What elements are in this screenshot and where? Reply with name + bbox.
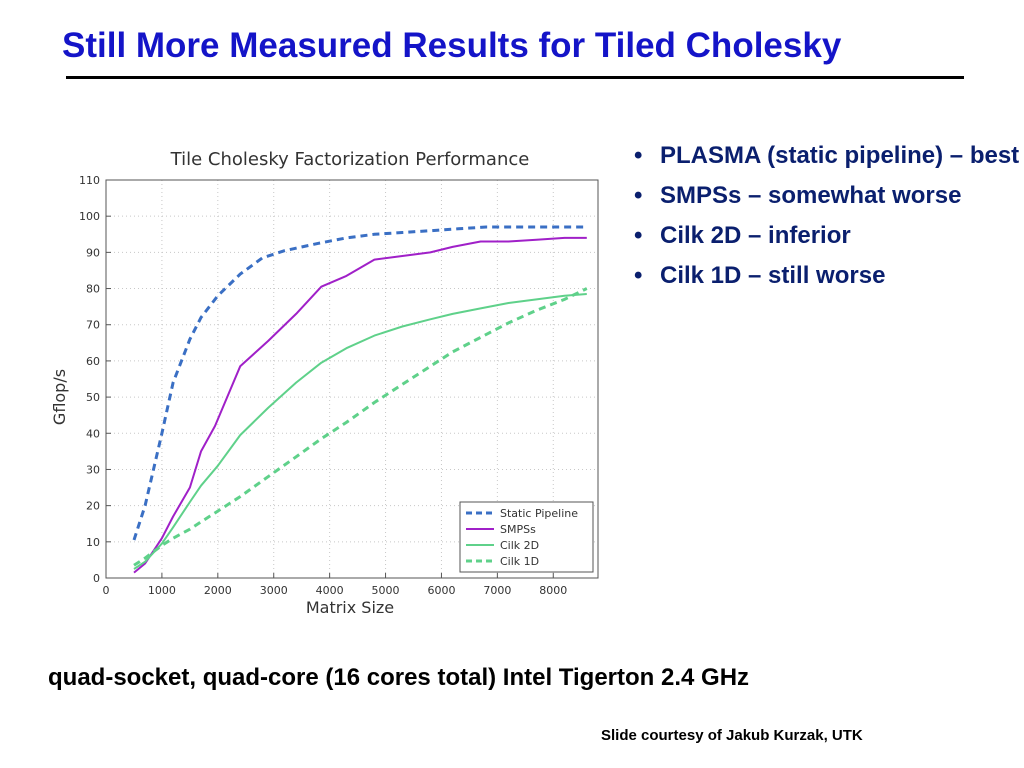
title-underline (66, 76, 964, 79)
slide-title: Still More Measured Results for Tiled Ch… (62, 26, 842, 65)
bullet-dot: • (634, 222, 643, 249)
x-tick-label: 5000 (372, 584, 400, 597)
y-tick-label: 80 (86, 283, 100, 296)
legend-box (459, 501, 594, 573)
series-line-1 (133, 236, 587, 574)
bullet-text: Cilk 2D – inferior (660, 222, 851, 249)
bullet-item: • Cilk 2D – inferior (632, 220, 1022, 251)
bullet-text: SMPSs – somewhat worse (660, 182, 962, 209)
bullet-list: • PLASMA (static pipeline) – best • SMPSs … (632, 140, 1022, 300)
legend-label: Cilk 1D (500, 555, 539, 568)
y-axis-label: Gflop/s (50, 369, 69, 425)
y-tick-label: 100 (79, 210, 100, 223)
series-line-0 (132, 225, 587, 541)
x-tick-label: 1000 (148, 584, 176, 597)
legend-label: Cilk 2D (500, 539, 539, 552)
bullet-dot: • (634, 262, 643, 289)
x-axis-label: Matrix Size (306, 598, 394, 617)
x-tick-label: 6000 (427, 584, 455, 597)
x-tick-label: 2000 (204, 584, 232, 597)
y-tick-label: 30 (86, 463, 100, 476)
x-tick-label: 0 (103, 584, 110, 597)
x-tick-label: 8000 (539, 584, 567, 597)
series-lines (132, 225, 588, 574)
y-tick-label: 40 (86, 427, 100, 440)
legend-label: Static Pipeline (500, 507, 578, 520)
chart-container: Tile Cholesky Factorization Performance … (40, 135, 620, 625)
bullet-text: PLASMA (static pipeline) – best (660, 142, 1020, 169)
bullet-item: • PLASMA (static pipeline) – best (632, 140, 1022, 171)
bullet-text: Cilk 1D – still worse (660, 262, 886, 289)
plot-frame (105, 179, 599, 579)
y-tick-label: 110 (79, 174, 100, 187)
chart-title: Tile Cholesky Factorization Performance (170, 149, 530, 170)
slide-credit: Slide courtesy of Jakub Kurzak, UTK (601, 727, 863, 744)
series-line-2 (133, 293, 587, 570)
y-tick-label: 50 (86, 391, 100, 404)
series-line-3 (133, 287, 588, 567)
y-tick-label: 90 (86, 246, 100, 259)
bullet-item: • SMPSs – somewhat worse (632, 180, 1022, 211)
tick-labels: 0 1000 2000 3000 4000 5000 6000 7000 8000 0 10 20 30… (79, 174, 567, 597)
x-tick-label: 4000 (316, 584, 344, 597)
bullet-dot: • (634, 182, 643, 209)
y-tick-label: 0 (93, 572, 100, 585)
performance-chart: Tile Cholesky Factorization Performance … (50, 149, 599, 617)
legend: Static Pipeline SMPSs Cilk 2D Cilk 1D (459, 501, 594, 573)
bullet-dot: • (634, 142, 643, 169)
legend-label: SMPSs (500, 523, 536, 536)
y-tick-label: 10 (86, 536, 100, 549)
y-tick-label: 60 (86, 355, 100, 368)
axes (105, 179, 599, 579)
x-tick-label: 7000 (483, 584, 511, 597)
bullet-item: • Cilk 1D – still worse (632, 260, 1022, 291)
x-tick-label: 3000 (260, 584, 288, 597)
hardware-footnote: quad-socket, quad-core (16 cores total) … (48, 664, 750, 691)
y-tick-label: 70 (86, 319, 100, 332)
y-tick-label: 20 (86, 500, 100, 513)
